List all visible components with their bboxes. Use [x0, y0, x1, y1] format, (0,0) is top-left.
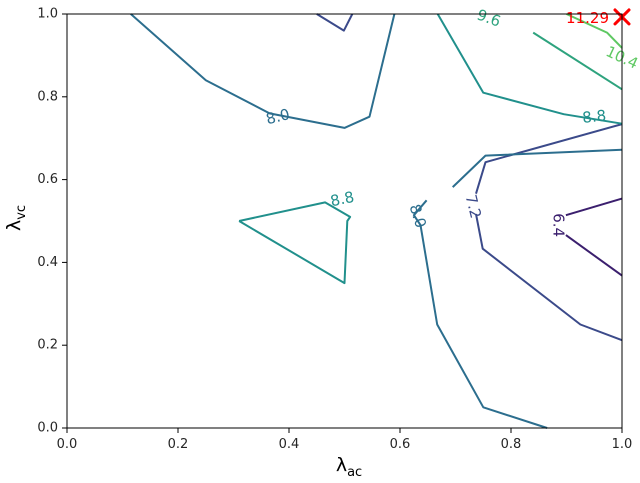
contour-lines — [130, 13, 623, 429]
x-axis-label: λac — [336, 454, 362, 480]
contour-line-8-8-2 — [436, 13, 623, 125]
y-tick-label: 1.0 — [37, 7, 58, 22]
x-tick-label: 0.6 — [390, 437, 411, 452]
contour-line-6-4-2 — [565, 234, 623, 277]
y-axis-ticks: 0.0 0.2 0.4 0.6 0.8 1.0 — [37, 7, 67, 436]
contour-line-7-2-2 — [475, 123, 623, 194]
contour-label-6: 8.8 — [329, 188, 356, 211]
contour-line-7-2-1 — [316, 13, 354, 32]
x-tick-label: 0.4 — [279, 437, 300, 452]
x-tick-label: 0.8 — [501, 437, 522, 452]
y-axis-label-subscript: vc — [14, 205, 29, 220]
y-tick-label: 0.4 — [37, 255, 58, 270]
contour-label-7: 9.6 — [475, 6, 504, 31]
contour-label-2: 8.8 — [581, 106, 607, 126]
y-axis-label: λvc — [3, 205, 29, 231]
contour-label-1: 8.0 — [264, 105, 292, 128]
y-tick-label: 0.2 — [37, 338, 58, 353]
contour-line-6-4-1 — [565, 197, 623, 217]
contour-line-9-6-1 — [532, 31, 623, 91]
x-tick-label: 0.2 — [168, 437, 189, 452]
contour-line-7-2-3 — [475, 213, 623, 342]
contour-label-3: 8.0 — [406, 202, 430, 230]
y-tick-label: 0.0 — [37, 421, 58, 436]
x-tick-label: 0.0 — [57, 437, 78, 452]
contour-line-8-8-1 — [238, 201, 352, 285]
x-axis-label-symbol: λ — [336, 454, 347, 476]
contour-label-4: 7.2 — [462, 193, 485, 221]
x-axis-label-subscript: ac — [347, 465, 362, 480]
x-axis-ticks: 0.0 0.2 0.4 0.6 0.8 1.0 — [57, 428, 633, 452]
max-marker: 11.29 — [566, 8, 631, 27]
max-point-label: 11.29 — [566, 9, 609, 27]
plot-frame — [66, 13, 623, 429]
contour-line-10-4-1 — [566, 13, 623, 49]
y-tick-label: 0.8 — [37, 89, 58, 104]
y-axis-label-symbol: λ — [3, 220, 25, 231]
x-tick-label: 1.0 — [612, 437, 633, 452]
contour-line-8-0-1 — [130, 13, 396, 129]
contour-label-5: 6.4 — [550, 213, 568, 237]
contour-line-8-0-3 — [412, 199, 548, 429]
y-tick-label: 0.6 — [37, 172, 58, 187]
contour-line-8-0-2 — [452, 148, 623, 188]
